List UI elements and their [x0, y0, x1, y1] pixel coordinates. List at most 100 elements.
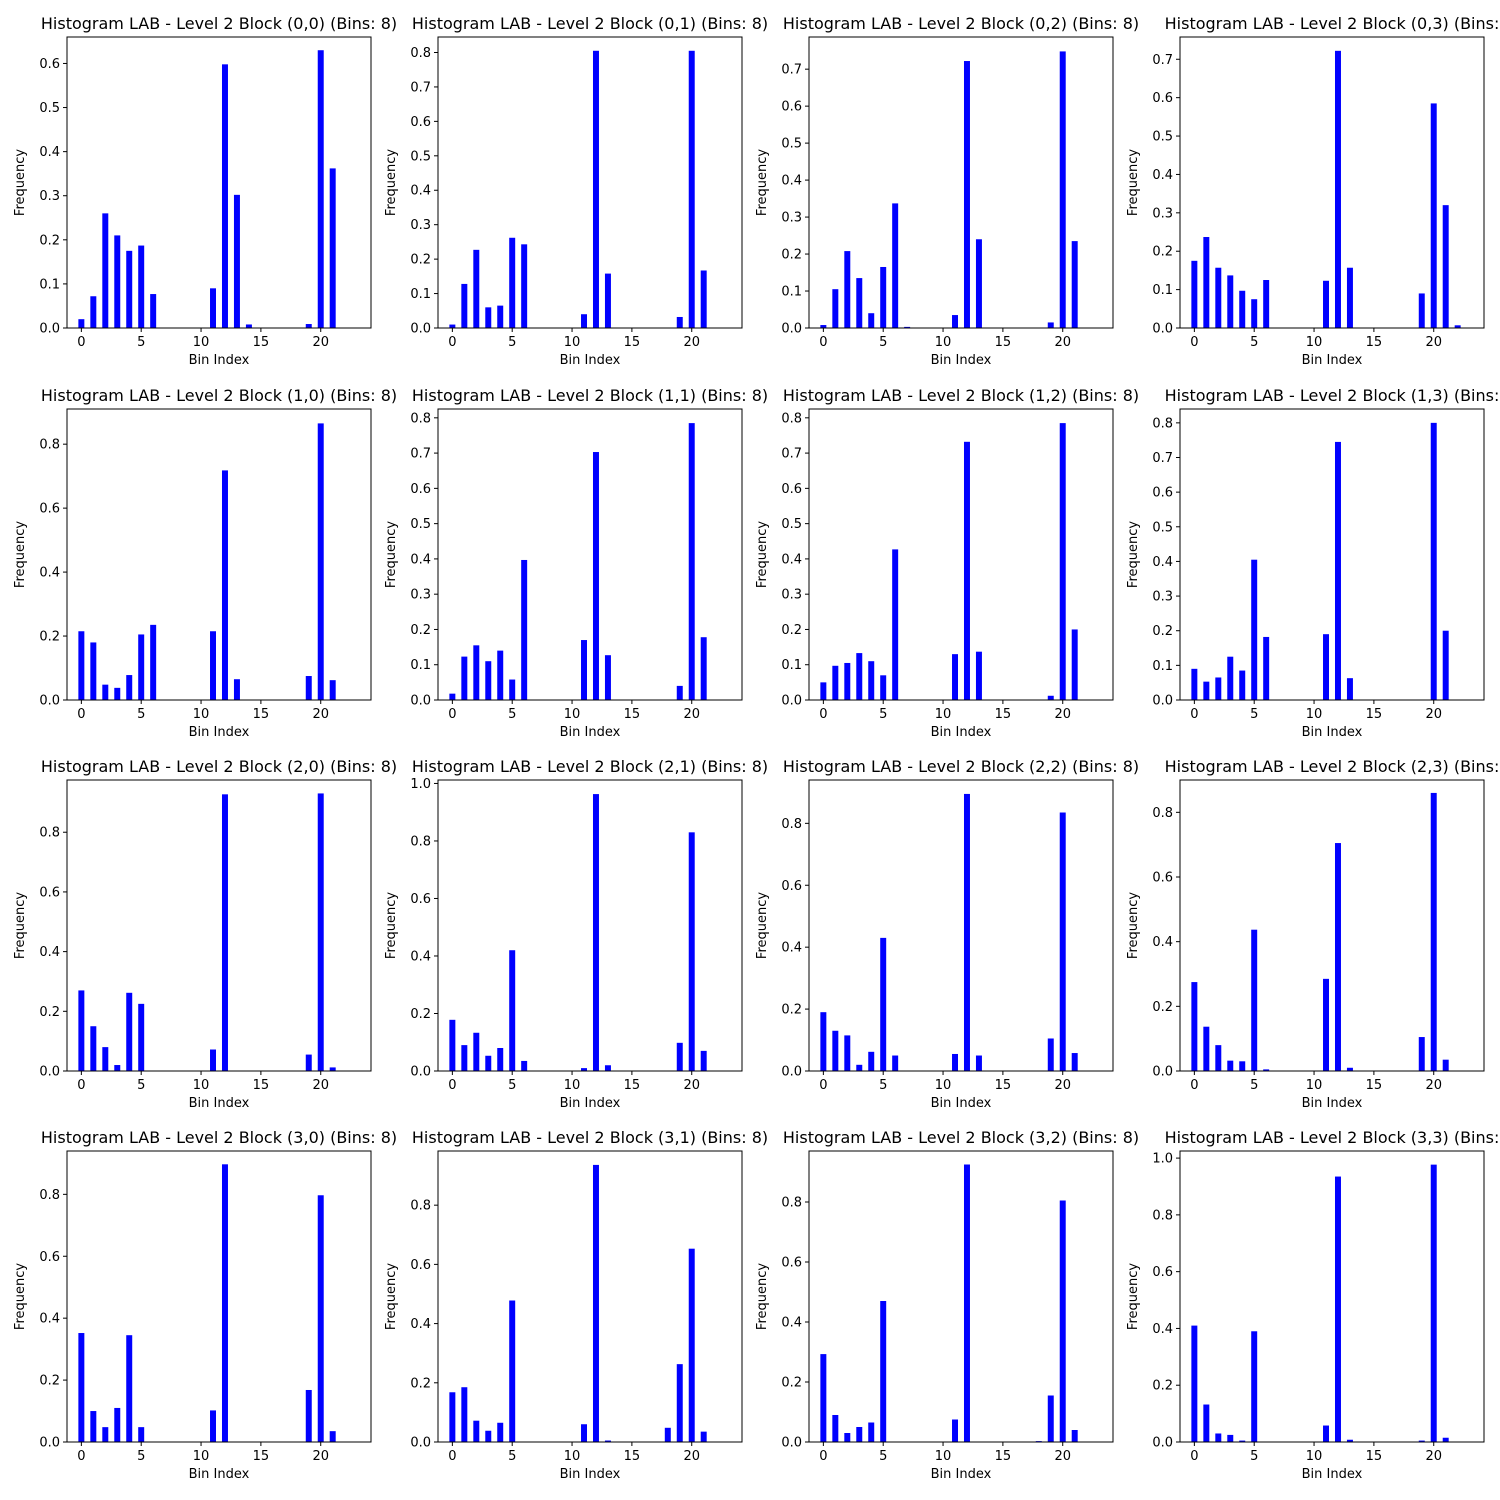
chart-title: Histogram LAB - Level 2 Block (2,0) (Bin… — [41, 757, 397, 776]
bar — [868, 1422, 875, 1442]
y-tick-label: 0.1 — [1152, 283, 1173, 298]
bar — [604, 1440, 611, 1442]
y-tick-label: 0.0 — [410, 694, 431, 709]
y-tick-label: 0.6 — [1152, 871, 1173, 886]
bar — [1239, 1061, 1246, 1071]
x-tick-label: 15 — [1366, 335, 1383, 350]
y-axis-label: Frequency — [13, 1263, 28, 1330]
x-tick-label: 20 — [1425, 1078, 1442, 1093]
chart-panel: 0 5 10 15 20 0.0 0.2 0.4 0.6 0.8 Histogram LAB - L… — [13, 757, 397, 1111]
plot-frame — [808, 779, 1114, 1072]
bar — [126, 1335, 133, 1442]
y-tick-label: 0.0 — [410, 1436, 431, 1451]
x-axis-label: Bin Index — [1302, 1467, 1363, 1482]
x-tick-label: 5 — [879, 1078, 887, 1093]
bar — [880, 937, 887, 1071]
y-tick-label: 0.7 — [1152, 451, 1173, 466]
x-axis-label: Bin Index — [189, 1467, 250, 1482]
bar — [221, 1164, 228, 1442]
bar — [485, 1430, 492, 1442]
x-axis-label: Bin Index — [560, 725, 621, 740]
bar — [832, 1030, 839, 1071]
bar — [138, 634, 145, 700]
y-axis-label: Frequency — [384, 149, 399, 216]
bar — [1059, 423, 1066, 700]
bar — [1203, 1404, 1210, 1442]
bar — [329, 1431, 336, 1442]
y-tick-label: 0.6 — [39, 885, 60, 900]
y-tick-label: 0.6 — [781, 1256, 802, 1271]
y-tick-label: 0.0 — [39, 1065, 60, 1080]
bar — [210, 1049, 216, 1071]
x-tick-label: 5 — [137, 1449, 145, 1464]
y-tick-label: 0.0 — [39, 1436, 60, 1451]
y-axis-label: Frequency — [384, 892, 399, 959]
bar — [1346, 1067, 1353, 1071]
chart-title: Histogram LAB - Level 2 Block (2,3) (Bin… — [1165, 757, 1500, 776]
x-tick-label: 15 — [1366, 1449, 1383, 1464]
bar — [521, 1060, 528, 1071]
y-tick-label: 0.0 — [39, 322, 60, 337]
x-tick-label: 5 — [1250, 707, 1258, 722]
y-tick-label: 0.2 — [410, 1007, 431, 1022]
x-tick-label: 20 — [1054, 1449, 1071, 1464]
chart-panel: 0 5 10 15 20 0.0 0.1 0.2 0.3 0.4 0.5 0.6 0.7 0.8 Histo… — [384, 386, 768, 740]
bar — [221, 64, 228, 328]
bar — [1047, 1395, 1054, 1442]
y-tick-label: 0.8 — [781, 411, 802, 426]
y-tick-label: 0.4 — [781, 1316, 802, 1331]
chart-title: Histogram LAB - Level 2 Block (0,1) (Bin… — [412, 14, 768, 33]
bar — [102, 1047, 109, 1071]
chart-title: Histogram LAB - Level 2 Block (2,1) (Bin… — [412, 757, 768, 776]
x-tick-label: 0 — [819, 1449, 827, 1464]
x-axis-label: Bin Index — [189, 1096, 250, 1111]
y-tick-label: 0.0 — [1152, 1436, 1173, 1451]
bar — [497, 650, 504, 700]
x-tick-label: 10 — [1306, 1078, 1323, 1093]
y-tick-label: 0.3 — [1152, 590, 1173, 605]
y-tick-label: 0.8 — [39, 826, 60, 841]
bar — [138, 1427, 145, 1442]
bar — [604, 655, 611, 700]
y-tick-label: 0.5 — [410, 517, 431, 532]
x-tick-label: 15 — [624, 707, 641, 722]
bar — [1059, 812, 1066, 1071]
bar — [114, 235, 121, 328]
y-tick-label: 0.4 — [1152, 935, 1173, 950]
y-axis-label: Frequency — [1126, 149, 1141, 216]
x-tick-label: 20 — [312, 707, 329, 722]
bar — [700, 270, 707, 328]
x-tick-label: 20 — [1054, 707, 1071, 722]
y-axis-label: Frequency — [755, 892, 770, 959]
x-tick-label: 10 — [935, 1078, 952, 1093]
chart-title: Histogram LAB - Level 2 Block (1,2) (Bin… — [783, 386, 1139, 405]
x-tick-label: 20 — [1425, 707, 1442, 722]
y-tick-label: 0.0 — [781, 1065, 802, 1080]
bar — [102, 1427, 109, 1442]
x-tick-label: 5 — [508, 707, 516, 722]
bar — [1251, 299, 1258, 328]
y-tick-label: 0.8 — [781, 817, 802, 832]
y-tick-label: 0.8 — [410, 1199, 431, 1214]
y-tick-label: 0.4 — [1152, 555, 1173, 570]
bar — [963, 441, 970, 700]
x-tick-label: 15 — [253, 335, 270, 350]
bar — [820, 682, 827, 700]
bar — [90, 1411, 97, 1442]
x-axis-label: Bin Index — [931, 725, 992, 740]
bar — [485, 307, 492, 328]
x-tick-label: 10 — [935, 707, 952, 722]
chart-title: Histogram LAB - Level 2 Block (0,0) (Bin… — [41, 14, 397, 33]
y-tick-label: 0.6 — [410, 482, 431, 497]
bar — [1430, 103, 1437, 328]
bar — [317, 50, 324, 328]
y-tick-label: 0.5 — [1152, 520, 1173, 535]
x-tick-label: 10 — [1306, 707, 1323, 722]
bar — [1191, 982, 1198, 1071]
y-tick-label: 0.2 — [39, 233, 60, 248]
y-tick-label: 0.6 — [1152, 91, 1173, 106]
y-tick-label: 0.2 — [781, 1376, 802, 1391]
y-tick-label: 0.6 — [410, 1258, 431, 1273]
bar — [485, 1055, 492, 1071]
plot-frame — [66, 779, 372, 1072]
